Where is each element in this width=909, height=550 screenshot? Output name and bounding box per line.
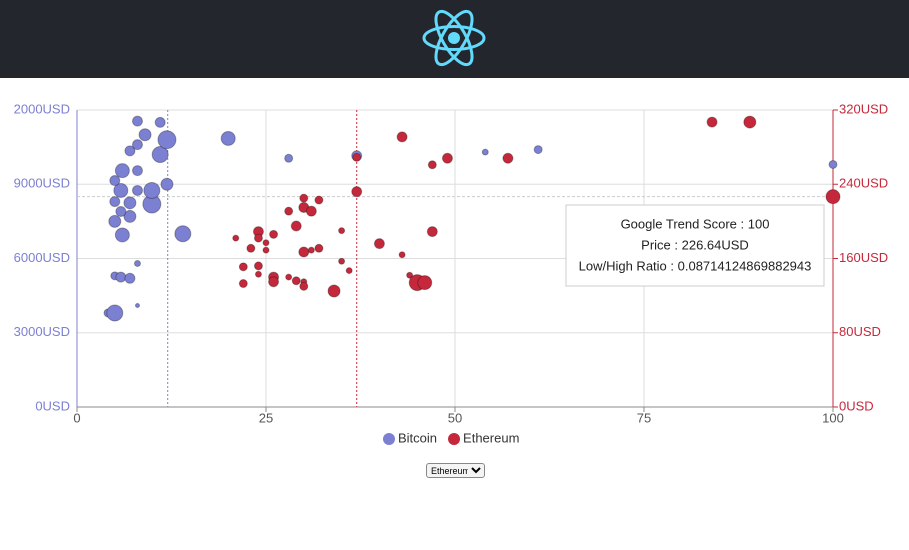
x-tick-label: 25	[259, 410, 273, 425]
x-tick-label: 75	[637, 410, 651, 425]
bubble	[284, 153, 294, 163]
bubble	[114, 163, 130, 179]
bubble	[151, 146, 169, 164]
bubble	[314, 243, 324, 253]
bubble	[238, 262, 248, 272]
bubble	[828, 159, 838, 169]
bubble	[825, 189, 841, 205]
bubble	[533, 145, 543, 155]
tooltip-line: Low/High Ratio : 0.08714124869882943	[579, 258, 812, 273]
bubble	[338, 227, 346, 235]
bubble	[246, 243, 256, 253]
bubble	[133, 259, 141, 267]
bubble	[426, 226, 438, 238]
y2-tick-label: 320USD	[839, 101, 888, 116]
bubble	[238, 279, 248, 289]
y-tick-label: 6000USD	[14, 250, 70, 265]
bubble	[299, 281, 309, 291]
bubble	[743, 115, 757, 129]
bubble	[338, 257, 346, 265]
bubble	[232, 234, 240, 242]
bubble	[115, 271, 127, 283]
tooltip-line: Price : 226.64USD	[641, 237, 749, 252]
bubble	[406, 271, 414, 279]
bubble	[398, 251, 406, 259]
bubble	[290, 220, 302, 232]
y2-tick-label: 160USD	[839, 250, 888, 265]
bubble	[314, 195, 324, 205]
bubble	[298, 246, 310, 258]
bubble	[123, 196, 137, 210]
bubble	[427, 160, 437, 170]
y2-tick-label: 80USD	[839, 324, 881, 339]
bubble	[124, 272, 136, 284]
bubble	[253, 233, 263, 243]
bubble	[396, 131, 408, 143]
y2-tick-label: 0USD	[839, 398, 874, 413]
bubble	[706, 116, 718, 128]
bubble	[220, 130, 236, 146]
bubble	[268, 276, 280, 288]
bubble	[113, 182, 129, 198]
bubble	[131, 165, 143, 177]
x-tick-label: 0	[73, 410, 80, 425]
y2-tick-label: 240USD	[839, 176, 888, 191]
bubble	[131, 115, 143, 127]
bubble	[157, 130, 177, 150]
legend-label: Ethereum	[463, 430, 519, 445]
y-tick-label: 3000USD	[14, 324, 70, 339]
bubble	[345, 267, 353, 275]
legend-swatch	[383, 433, 395, 445]
legend-swatch	[448, 433, 461, 445]
bubble	[291, 276, 301, 286]
bubble	[262, 239, 270, 247]
bubble	[441, 152, 453, 164]
bubble	[109, 196, 121, 208]
tooltip-line: Google Trend Score : 100	[621, 216, 770, 231]
bubble	[154, 116, 166, 128]
x-tick-label: 50	[448, 410, 462, 425]
bubble	[174, 225, 192, 243]
bubble	[123, 209, 137, 223]
bubble	[108, 214, 122, 228]
tooltip-box	[565, 204, 825, 287]
bubble	[305, 205, 317, 217]
bubble	[502, 152, 514, 164]
bubble	[299, 193, 309, 203]
bubble	[417, 275, 433, 291]
bubble	[254, 270, 262, 278]
series-selector[interactable]: Ethereum	[426, 463, 485, 478]
bubble	[284, 206, 294, 216]
x-tick-label: 100	[822, 410, 844, 425]
bubble	[307, 246, 315, 254]
y-tick-label: 9000USD	[14, 176, 70, 191]
y-tick-label: 0USD	[35, 398, 70, 413]
bubble	[285, 273, 293, 281]
bubble	[352, 152, 362, 162]
bubble	[134, 303, 140, 309]
bubble	[131, 184, 143, 196]
bubble	[160, 177, 174, 191]
bubble	[481, 148, 489, 156]
bubble	[131, 139, 143, 151]
bubble	[351, 186, 363, 198]
bubble	[143, 181, 161, 199]
bubble	[327, 284, 341, 298]
y-tick-label: 2000USD	[14, 101, 70, 116]
bubble	[124, 145, 136, 157]
bubble	[109, 175, 121, 187]
bubble	[115, 205, 127, 217]
bubble	[114, 227, 130, 243]
bubble	[253, 261, 263, 271]
bubble	[373, 238, 385, 250]
legend-label: Bitcoin	[398, 430, 437, 445]
bubble	[269, 229, 279, 239]
bubble	[106, 304, 124, 322]
bubble	[138, 128, 152, 142]
bubble	[262, 246, 270, 254]
